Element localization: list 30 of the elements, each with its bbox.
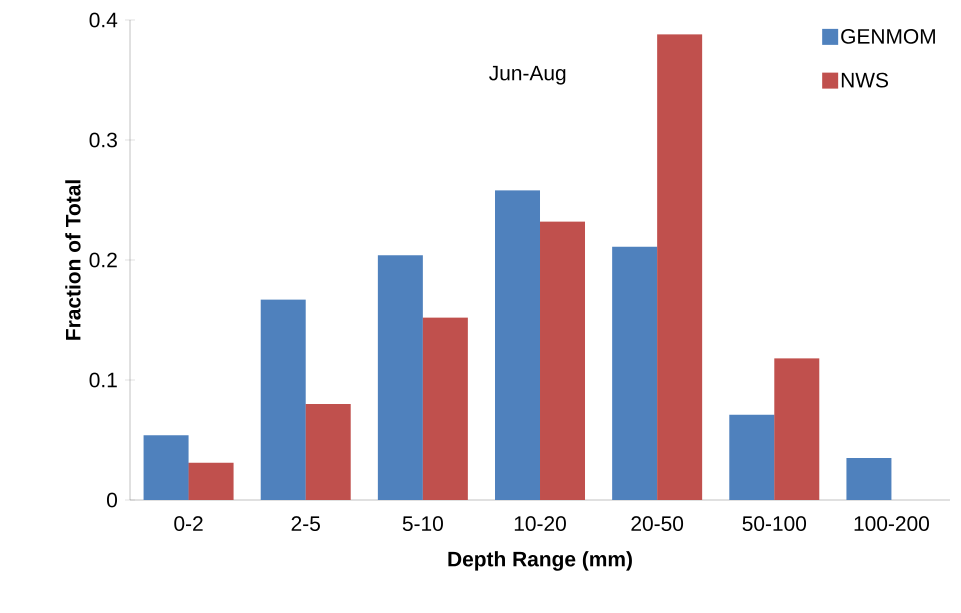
legend-label: NWS [842, 72, 888, 88]
x-tick-label: 50-100 [742, 516, 806, 531]
legend-label: GENMOM [841, 28, 935, 44]
x-tick-label: 0-2 [174, 516, 203, 531]
annotation: Jun-Aug [489, 66, 566, 85]
x-tick-label: 100-200 [854, 516, 929, 531]
bar [495, 190, 540, 500]
x-tick-label: 10-20 [514, 516, 566, 531]
x-axis-title: Depth Range (mm) [448, 551, 632, 571]
bar [422, 318, 468, 500]
y-tick-label: 0.3 [90, 132, 117, 148]
y-tick-label: 0 [107, 492, 118, 508]
bar [378, 255, 423, 500]
bar [188, 462, 234, 500]
y-tick-label: 0.4 [90, 12, 118, 28]
x-tick-label: 5-10 [402, 516, 443, 531]
bar [657, 34, 702, 500]
bar [306, 404, 351, 500]
bar [729, 414, 774, 500]
bar [540, 222, 586, 500]
y-tick-label: 0.2 [90, 252, 117, 268]
bar [144, 435, 189, 500]
bar [612, 246, 658, 500]
bar [846, 458, 892, 500]
y-tick-label: 0.1 [90, 372, 117, 388]
y-axis-title: Fraction of Total [65, 180, 81, 340]
x-tick-label: 2-5 [292, 516, 320, 531]
x-tick-label: 20-50 [631, 516, 684, 531]
bar [774, 358, 820, 500]
bar [260, 300, 306, 500]
